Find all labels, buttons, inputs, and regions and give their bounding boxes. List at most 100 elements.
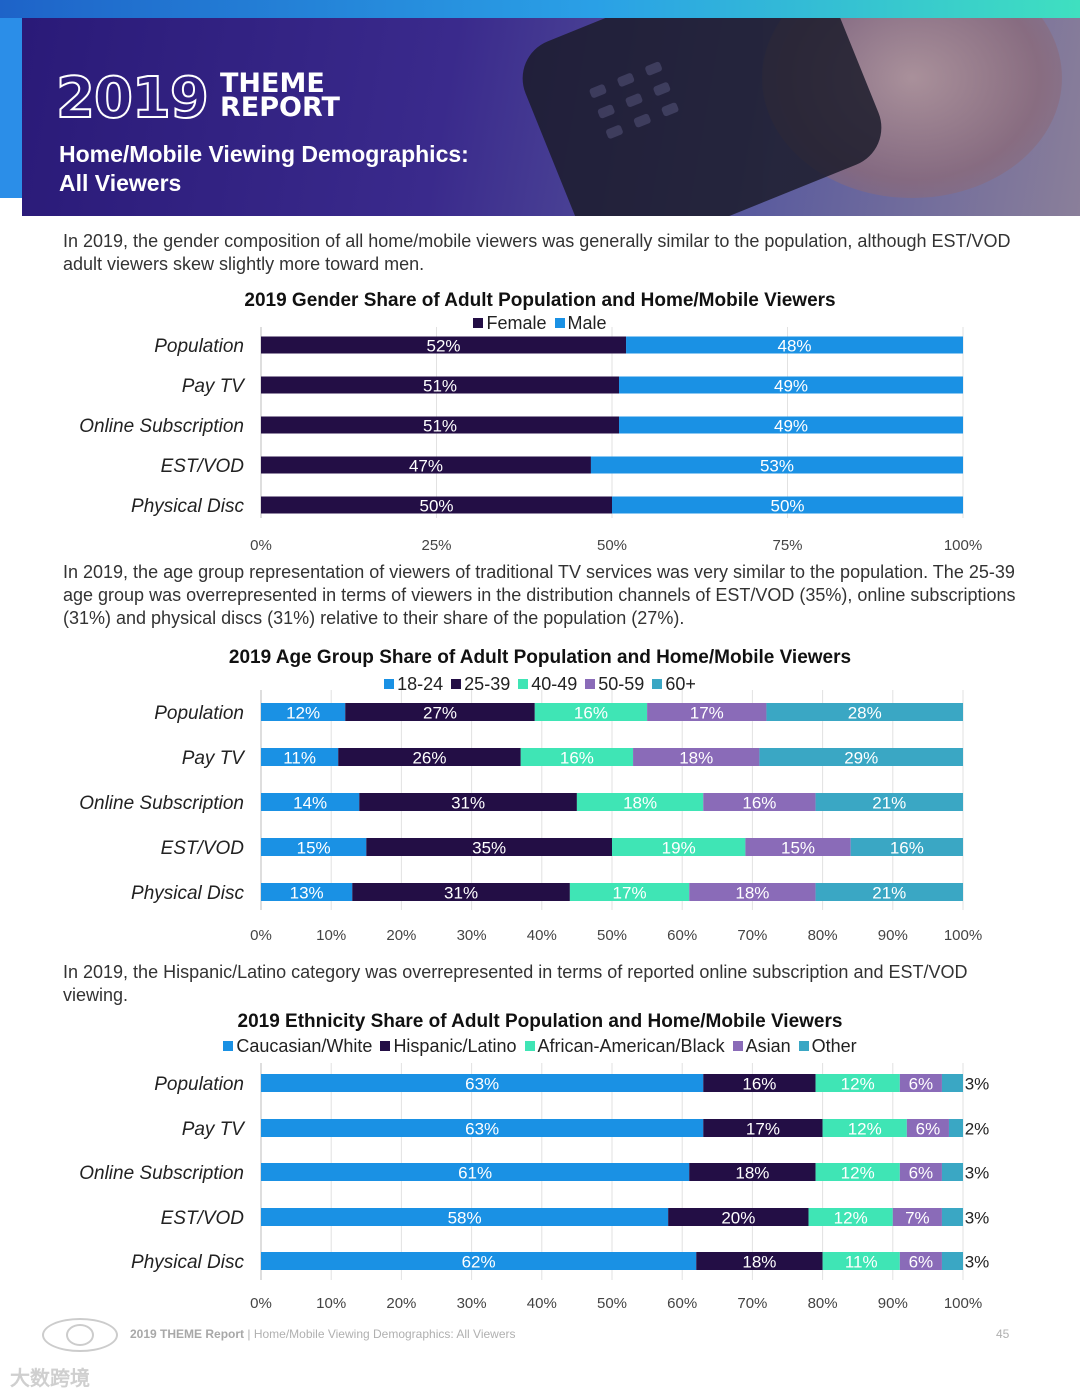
age-tick-label: 50% — [597, 927, 627, 944]
age-bar-18-24 — [261, 703, 346, 721]
age-bar-60- — [815, 793, 963, 811]
ethnicity-bar-asian — [899, 1252, 942, 1270]
age-data-label: 16% — [574, 704, 608, 723]
gender-bar-female — [261, 456, 591, 474]
age-data-label: 27% — [423, 704, 457, 723]
gender-legend-item: Female — [473, 313, 547, 334]
age-data-label: 17% — [690, 704, 724, 723]
ethnicity-category-label: Online Subscription — [79, 1163, 244, 1184]
gender-chart-legend: Female Male — [0, 313, 1080, 334]
ethnicity-tick-label: 100% — [944, 1295, 982, 1312]
age-bar-40-49 — [569, 883, 690, 901]
ethnicity-bar-hispanic-latino — [668, 1208, 809, 1226]
age-bar-50-59 — [633, 748, 760, 766]
gender-bar-female — [261, 376, 620, 394]
ethnicity-data-label: 12% — [841, 1164, 875, 1183]
mpa-logo — [42, 1318, 118, 1352]
side-accent-bar — [0, 18, 22, 198]
ethnicity-legend-item: Other — [798, 1036, 857, 1057]
age-data-label: 26% — [412, 749, 446, 768]
age-bar-50-59 — [689, 883, 816, 901]
ethnicity-data-label: 6% — [916, 1120, 941, 1139]
ethnicity-legend-item: African-American/Black — [524, 1036, 725, 1057]
gender-data-label: 51% — [423, 417, 457, 436]
top-accent-bar — [0, 0, 1080, 18]
ethnicity-tick-label: 20% — [386, 1295, 416, 1312]
age-bar-60- — [766, 703, 963, 721]
age-legend-item: 25-39 — [451, 674, 510, 695]
age-data-label: 21% — [872, 884, 906, 903]
ethnicity-legend-label: Other — [811, 1036, 857, 1056]
gender-data-label: 48% — [778, 337, 812, 356]
gender-category-label: Pay TV — [182, 376, 247, 397]
age-legend-label: 25-39 — [464, 674, 511, 694]
ethnicity-bar-asian — [899, 1163, 942, 1181]
age-legend-label: 40-49 — [531, 674, 578, 694]
ethnicity-data-label: 18% — [742, 1253, 776, 1272]
age-legend-item: 40-49 — [518, 674, 577, 695]
ethnicity-data-label: 12% — [841, 1075, 875, 1094]
age-chart-title: 2019 Age Group Share of Adult Population… — [228, 647, 852, 668]
ethnicity-legend-label: Caucasian/White — [236, 1036, 373, 1056]
age-tick-label: 90% — [878, 927, 908, 944]
ethnicity-data-label: 3% — [965, 1209, 990, 1228]
gender-chart-title: 2019 Gender Share of Adult Population an… — [244, 290, 836, 311]
age-bar-40-49 — [534, 703, 648, 721]
ethnicity-tick-label: 40% — [527, 1295, 557, 1312]
age-legend-swatch — [451, 679, 462, 689]
age-category-label: Physical Disc — [131, 883, 244, 904]
ethnicity-bar-hispanic-latino — [696, 1252, 823, 1270]
gender-bar-female — [261, 416, 620, 434]
age-category-label: Pay TV — [182, 748, 247, 769]
age-bar-18-24 — [261, 883, 353, 901]
age-legend-label: 18-24 — [397, 674, 444, 694]
age-data-label: 16% — [560, 749, 594, 768]
age-tick-label: 60% — [667, 927, 697, 944]
age-chart: 0% 10% 20% 30% 40% 50% 60% 70% 80% 90% 100% Populat… — [79, 690, 982, 944]
ethnicity-legend-swatch — [798, 1041, 809, 1051]
age-legend-label: 60+ — [665, 674, 696, 694]
gender-data-label: 49% — [774, 417, 808, 436]
gender-legend-swatch — [554, 318, 565, 328]
ethnicity-tick-label: 50% — [597, 1295, 627, 1312]
age-tick-label: 0% — [250, 927, 272, 944]
gender-legend-label: Male — [567, 313, 607, 333]
ethnicity-data-label: 7% — [905, 1209, 930, 1228]
age-category-label: Population — [154, 703, 244, 724]
age-data-label: 29% — [844, 749, 878, 768]
ethnicity-legend-swatch — [380, 1041, 391, 1051]
footer-brand: 2019 THEME Report — [130, 1327, 245, 1341]
age-data-label: 19% — [662, 839, 696, 858]
gender-bar-male — [626, 336, 963, 354]
age-legend-swatch — [585, 679, 596, 689]
ethnicity-data-label: 20% — [721, 1209, 755, 1228]
ethnicity-category-label: Population — [154, 1074, 244, 1095]
ethnicity-data-label: 17% — [746, 1120, 780, 1139]
age-legend-swatch — [518, 679, 529, 689]
ethnicity-legend-swatch — [223, 1041, 234, 1051]
age-data-label: 35% — [472, 839, 506, 858]
gender-legend-swatch — [473, 318, 484, 328]
gender-category-label: Online Subscription — [79, 416, 244, 437]
age-bar-50-59 — [647, 703, 767, 721]
ethnicity-tick-label: 90% — [878, 1295, 908, 1312]
gender-bar-female — [261, 336, 627, 354]
gender-data-label: 52% — [427, 337, 461, 356]
gender-category-label: EST/VOD — [161, 456, 245, 477]
ethnicity-legend-swatch — [524, 1041, 535, 1051]
ethnicity-chart: 0% 10% 20% 30% 40% 50% 60% 70% 80% 90% 100% Populat… — [79, 1063, 990, 1312]
gender-bar-male — [619, 376, 963, 394]
age-data-label: 16% — [890, 839, 924, 858]
ethnicity-category-label: Physical Disc — [131, 1252, 244, 1273]
ethnicity-bar-caucasian-white — [261, 1119, 704, 1137]
ethnicity-bar-hispanic-latino — [703, 1074, 816, 1092]
ethnicity-bar-asian — [892, 1208, 942, 1226]
age-legend-swatch — [384, 679, 395, 689]
age-tick-label: 30% — [457, 927, 487, 944]
age-data-label: 15% — [781, 839, 815, 858]
ethnicity-bar-other — [941, 1163, 963, 1181]
ethnicity-data-label: 3% — [965, 1164, 990, 1183]
age-data-label: 17% — [613, 884, 647, 903]
ethnicity-data-label: 6% — [909, 1253, 934, 1272]
ethnicity-data-label: 6% — [909, 1164, 934, 1183]
